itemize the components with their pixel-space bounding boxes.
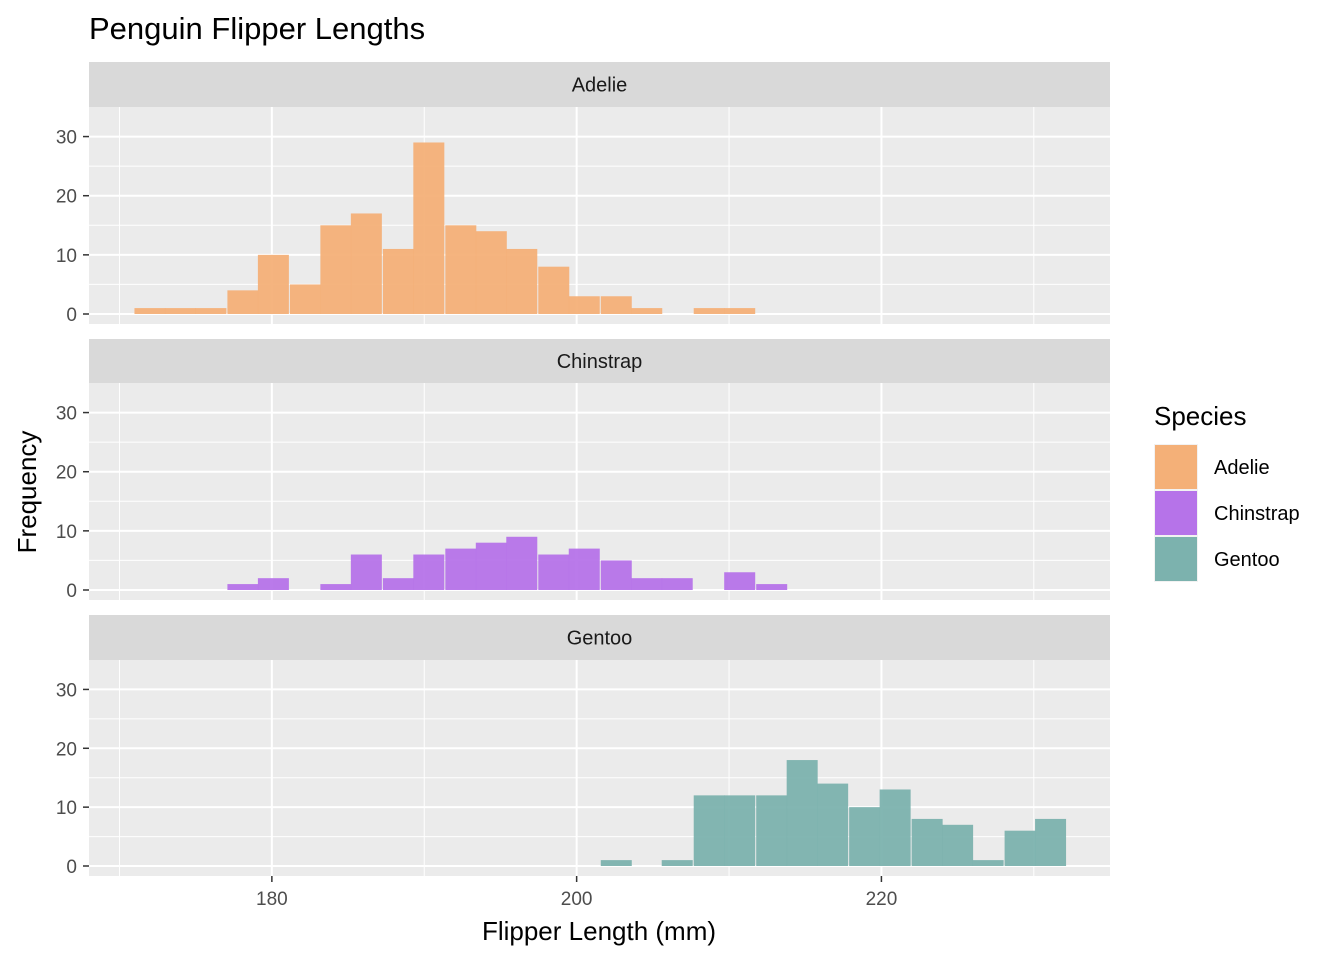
histogram-bar [382,248,414,314]
histogram-bar [134,308,166,314]
histogram-bar [631,578,663,590]
histogram-bar [227,290,259,314]
histogram-bar [227,584,259,590]
panel-gentoo: Gentoo 0 10 20 30 [56,615,1110,878]
facet-strip-label: Chinstrap [557,351,643,373]
histogram-bar [320,225,352,314]
histogram-bar [661,860,693,866]
histogram-bar [475,231,507,314]
legend-label: Gentoo [1214,549,1280,571]
y-tick-label: 30 [56,680,77,701]
legend: Species Adelie Chinstrap Gentoo [1154,401,1300,582]
histogram-bar [320,584,352,590]
y-tick-label: 30 [56,128,77,149]
histogram-bar [724,795,756,866]
histogram-bar [538,554,570,590]
histogram-bar [756,795,788,866]
histogram-bar [600,296,632,314]
histogram-bar [195,308,227,314]
histogram-bar [350,554,382,590]
histogram-bar [538,266,570,314]
histogram-bar [756,584,788,590]
histogram-bar [1004,830,1036,866]
panel-adelie: Adelie 0 10 20 30 [56,62,1110,326]
facet-strip [89,339,1110,383]
histogram-bar [849,807,881,866]
y-tick-label: 10 [56,246,77,267]
legend-item-adelie: Adelie [1154,444,1270,490]
histogram-bar [164,308,196,314]
facet-strip [89,615,1110,660]
histogram-bar [445,548,477,590]
histogram-bar [445,225,477,314]
histogram-bar [289,284,321,314]
legend-swatch [1155,445,1197,489]
histogram-bar [817,783,849,866]
histogram-bar [631,308,663,314]
legend-item-chinstrap: Chinstrap [1154,490,1300,536]
histogram-bar [413,142,445,314]
y-tick-label: 20 [56,463,77,484]
legend-swatch [1155,537,1197,581]
legend-item-gentoo: Gentoo [1154,536,1280,582]
histogram-bar [661,578,693,590]
histogram-bar [972,860,1004,866]
x-axis: 180 200 220 [256,876,897,910]
legend-label: Adelie [1214,457,1270,479]
legend-swatch [1155,491,1197,535]
legend-label: Chinstrap [1214,503,1300,525]
histogram-bar [942,824,974,866]
histogram-bar [1035,818,1067,866]
chart-title: Penguin Flipper Lengths [89,11,425,46]
histogram-bar [382,578,414,590]
y-axis-title: Frequency [12,431,42,554]
histogram-bar [693,795,725,866]
y-tick-label: 10 [56,798,77,819]
x-tick-label: 180 [256,889,288,910]
y-tick-label: 20 [56,187,77,208]
x-tick-label: 200 [561,889,593,910]
histogram-bar [257,578,289,590]
facet-strip [89,62,1110,107]
histogram-bar [506,536,538,590]
histogram-bar [600,860,632,866]
histogram-bar [786,760,818,866]
y-tick-label: 0 [66,857,77,878]
y-tick-label: 30 [56,404,77,425]
x-axis-title: Flipper Length (mm) [482,916,716,946]
facet-strip-label: Gentoo [567,628,633,650]
histogram-bar [257,254,289,314]
y-tick-label: 20 [56,739,77,760]
histogram-bar [413,554,445,590]
y-tick-label: 0 [66,305,77,326]
histogram-bar [568,296,600,314]
y-tick-label: 10 [56,522,77,543]
facet-panels: Adelie 0 10 20 30 Chinstrap 0 10 20 30 Gentoo 0 10 20… [56,62,1110,878]
panel-chinstrap: Chinstrap 0 10 20 30 [56,339,1110,602]
histogram-bar [693,308,725,314]
histogram-bar [475,542,507,590]
histogram-bar [350,213,382,314]
histogram-bar [724,308,756,314]
histogram-bar [911,818,943,866]
histogram-bar [879,789,911,866]
y-tick-label: 0 [66,581,77,602]
histogram-bar [600,560,632,590]
histogram-bar [724,572,756,590]
legend-title: Species [1154,401,1247,431]
histogram-bar [568,548,600,590]
histogram-bar [506,248,538,314]
facet-strip-label: Adelie [572,75,628,97]
x-tick-label: 220 [866,889,898,910]
